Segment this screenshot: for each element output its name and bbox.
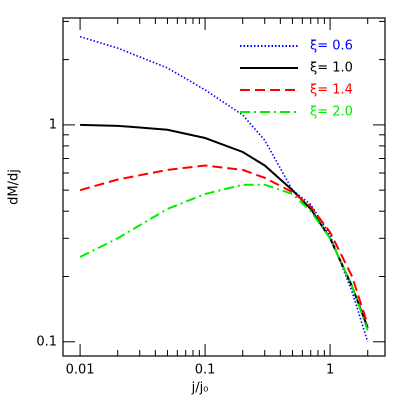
x-tick-label: 0.01 [66, 363, 95, 378]
series-line [79, 164, 369, 325]
plot-frame [62, 17, 386, 357]
series-line [80, 123, 369, 329]
x-tick-label: 0.1 [195, 363, 216, 378]
legend-label: ξ= 1.4 [310, 83, 353, 98]
y-tick-label: 0.1 [36, 334, 57, 349]
x-axis-label: j/j₀ [191, 381, 209, 396]
series-line [79, 183, 369, 331]
legend-label: ξ= 2.0 [310, 105, 353, 120]
x-tick-label: 1 [326, 363, 334, 378]
y-tick-label: 1 [49, 117, 57, 132]
legend-label: ξ= 1.0 [310, 61, 353, 76]
y-axis-label: dM/dj [7, 169, 22, 205]
legend-label: ξ= 0.6 [310, 39, 353, 54]
